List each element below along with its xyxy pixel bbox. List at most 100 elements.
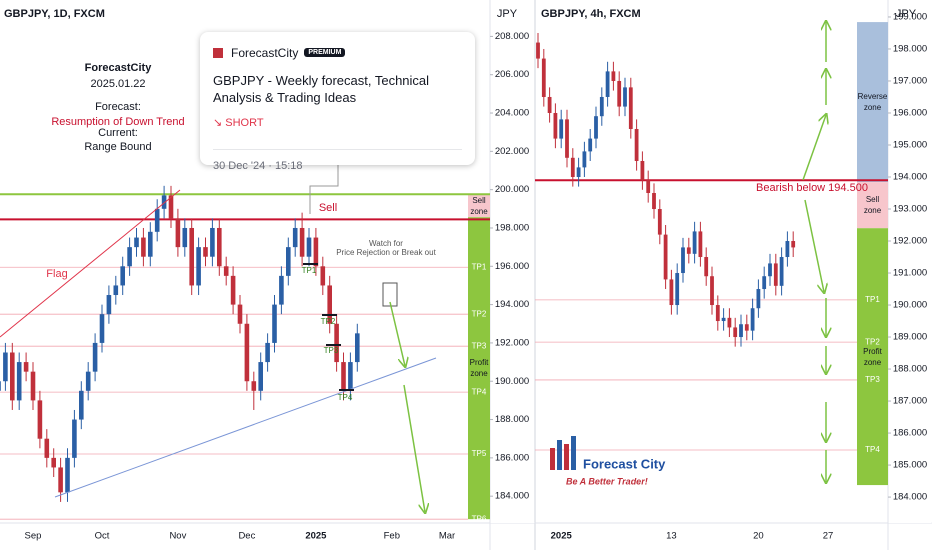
candle-body [320,266,326,286]
info-name: ForecastCity [85,62,153,74]
candle-body [594,116,598,139]
y-tick-label: 208.000 [495,31,529,42]
y-tick-label: 190.000 [893,300,927,311]
level-label: TP3 [865,375,880,384]
candle-body [182,227,188,248]
candle-body [148,231,153,257]
candle-body [750,308,755,331]
axis-background [888,24,932,523]
axis-title: JPY [896,8,917,20]
y-tick-label: 186.000 [495,452,529,463]
candle-body [576,167,581,178]
y-tick-label: 200.000 [495,184,529,195]
candle-body [58,467,63,493]
candle-body [628,87,633,129]
y-tick-label: 187.000 [893,396,927,407]
level-label: TP4 [865,445,880,454]
candle-body [646,180,651,194]
candle-body [611,71,616,81]
candle-body [292,227,298,248]
candle-body [161,195,167,209]
y-tick-label: 189.000 [893,332,927,343]
x-tick-label: 27 [823,531,834,542]
candle-body [634,128,639,161]
zone-label: Sell zone [863,195,882,216]
candle-body [710,276,714,306]
axis-background [490,24,535,523]
zone [857,228,888,486]
marks: TP1 TP2 TP3 TP4 TP5 TP6 208.000 206.000 204.000 2… [0,11,932,542]
logo-tagline: Be A Better Trader! [566,476,648,486]
candle-body [733,327,738,338]
logo-icon [550,436,576,470]
candle-body [72,419,77,458]
y-tick-label: 188.000 [495,414,529,425]
zone-label: Sell zone [470,195,488,216]
target-label: TP4 [338,393,353,402]
x-tick-label: 13 [666,531,677,542]
candle-body [313,237,319,267]
info-forecast: Resumption of Down Trend [51,116,184,128]
y-tick-label: 184.000 [893,492,927,503]
direction: SHORT [225,117,264,129]
candle-body [762,276,767,290]
candle-body [785,241,790,258]
candle-body [640,160,645,181]
candle-body [10,352,15,401]
target-label: TP1 [302,266,317,275]
info-current-label: Current: [98,127,138,139]
candle-body [175,218,181,248]
y-tick-label: 191.000 [893,268,927,279]
y-tick-label: 185.000 [893,460,927,471]
candle-body [536,42,540,59]
candle-body [739,324,743,338]
level-label: TP3 [472,341,487,350]
x-tick-label: 20 [753,531,764,542]
y-tick-label: 190.000 [495,376,529,387]
y-tick-label: 202.000 [495,146,529,157]
idea-title: GBPJPY - Weekly forecast, Technical Anal… [213,73,430,105]
y-tick-label: 188.000 [893,364,927,375]
candle-body [113,285,119,296]
candle-body [120,266,125,286]
target-label: TP3 [324,346,339,355]
candle-body [16,362,22,401]
y-tick-label: 199.000 [893,11,927,22]
info-date: 2025.01.22 [90,78,145,90]
candle-body [652,193,656,210]
candle-body [617,80,622,107]
sell-label: Sell [319,202,337,214]
candle-body [657,209,662,235]
candle-body [327,285,332,324]
level-label: TP2 [472,309,487,318]
author: ForecastCity [231,45,299,60]
y-tick-label: 194.000 [495,299,529,310]
candle-body [106,295,112,315]
candle-body [265,342,270,363]
x-tick-label: Mar [439,531,455,542]
x-tick-label: Nov [169,531,186,542]
candle-body [3,352,8,382]
candle-body [230,275,236,305]
y-tick-label: 206.000 [495,69,529,80]
candle-body [196,247,201,286]
flag-label: Flag [46,268,67,280]
y-tick-label: 194.000 [893,172,927,183]
candle-body [0,381,1,391]
candle-body [553,112,558,139]
candle-body [692,231,697,254]
candle-body [244,323,250,382]
zone [857,22,888,183]
candle-body [663,234,668,280]
candle-body [99,314,105,343]
short-icon: ↘ [213,117,226,129]
level-label: TP2 [865,337,880,346]
candle-body [286,247,291,276]
candle-body [623,87,627,107]
candle-body [686,247,691,254]
y-tick-label: 204.000 [495,108,529,119]
y-tick-label: 186.000 [893,428,927,439]
info-forecast-label: Forecast: [95,101,141,113]
candle-body [237,304,243,324]
watch-note: Price Rejection or Break out [336,248,436,257]
